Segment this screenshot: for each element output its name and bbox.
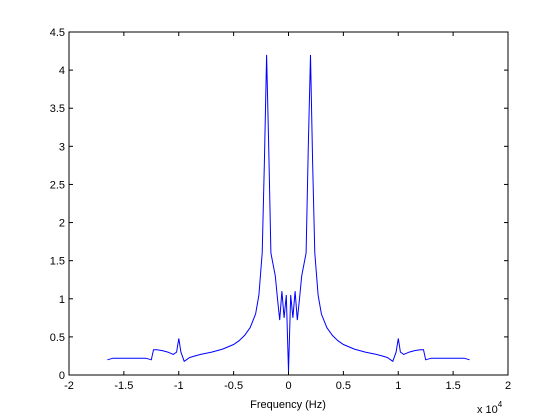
x-tick-label: -1.5 xyxy=(114,380,133,392)
x-axis-multiplier: x 104 xyxy=(477,400,503,416)
x-tick-label: 0 xyxy=(285,380,291,392)
y-tick-label: 3.5 xyxy=(50,103,65,115)
y-tick-label: 0.5 xyxy=(50,332,65,344)
x-tick-label: 0.5 xyxy=(336,380,351,392)
y-tick-label: 4 xyxy=(59,65,65,77)
x-tick-label: -2 xyxy=(64,380,74,392)
x-tick-label: 2 xyxy=(505,380,511,392)
x-tick-label: -0.5 xyxy=(224,380,243,392)
x-axis-multiplier-base: x 10 xyxy=(477,404,498,416)
y-tick-label: 2 xyxy=(59,218,65,230)
plot-area xyxy=(68,31,509,376)
x-axis-label: Frequency (Hz) xyxy=(250,399,326,411)
x-axis-multiplier-exponent: 4 xyxy=(498,400,503,409)
y-tick-label: 1 xyxy=(59,294,65,306)
x-tick-label: -1 xyxy=(174,380,184,392)
y-tick-label: 4.5 xyxy=(50,27,65,39)
y-tick-label: 3 xyxy=(59,141,65,153)
tick-labels: -2 -1.5 -1 -0.5 0 0.5 1 1.5 2 0 0.5 1 1.5 2 2.5 3 3.5 4 4.… xyxy=(50,27,511,392)
axis-ticks xyxy=(68,31,509,376)
y-tick-label: 0 xyxy=(59,370,65,382)
series-line xyxy=(107,54,470,372)
y-tick-label: 2.5 xyxy=(50,179,65,191)
x-tick-label: 1.5 xyxy=(445,380,460,392)
y-tick-label: 1.5 xyxy=(50,256,65,268)
x-tick-label: 1 xyxy=(395,380,401,392)
